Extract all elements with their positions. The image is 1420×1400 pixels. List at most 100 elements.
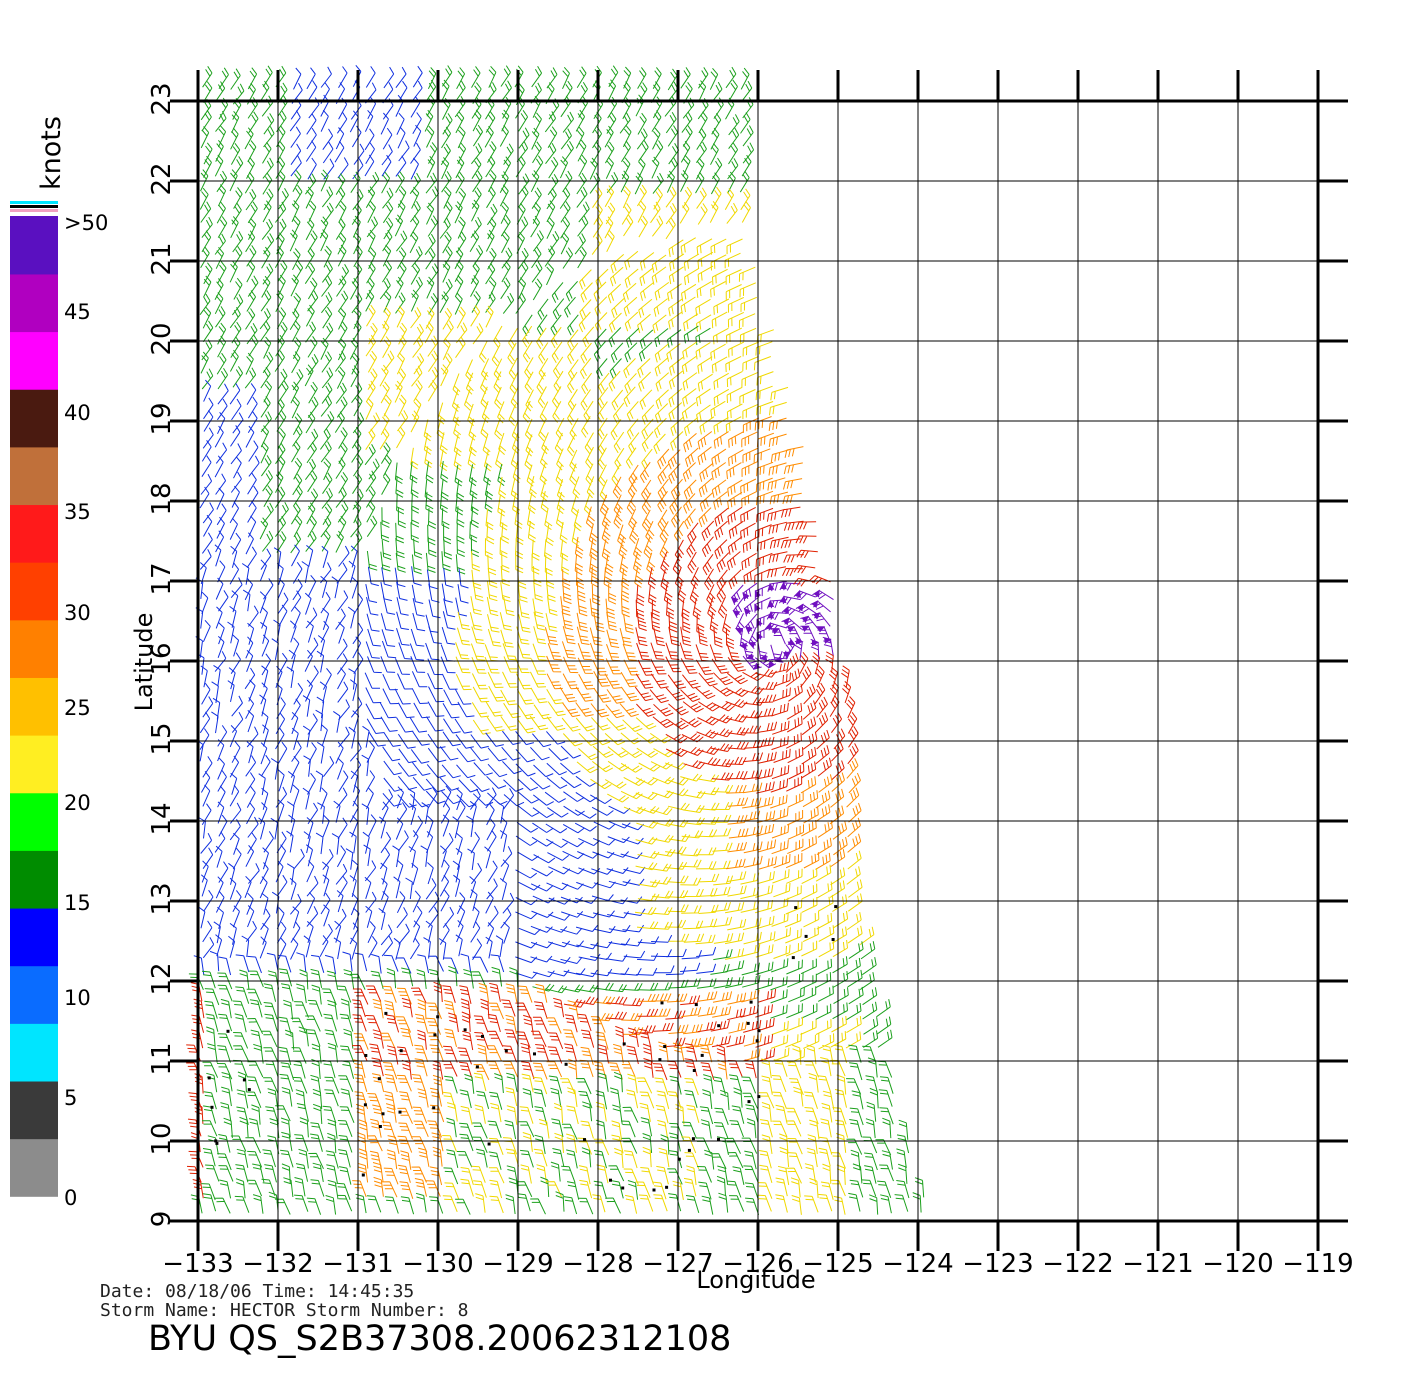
wind-barb bbox=[396, 611, 409, 630]
wind-barb bbox=[623, 66, 632, 89]
wind-barb bbox=[697, 918, 718, 929]
wind-barb bbox=[728, 114, 740, 136]
wind-barb bbox=[485, 732, 504, 747]
wind-barb bbox=[439, 491, 448, 513]
wind-barb bbox=[681, 746, 704, 756]
wind-barb bbox=[822, 636, 834, 657]
wind-barb bbox=[355, 1103, 367, 1124]
wind-barb bbox=[817, 820, 833, 838]
wind-barb bbox=[822, 1163, 832, 1184]
wind-barb bbox=[487, 614, 500, 633]
wind-barb bbox=[229, 562, 240, 585]
wind-barb bbox=[657, 478, 669, 500]
wind-barb bbox=[367, 350, 378, 373]
wind-barb bbox=[622, 643, 637, 661]
wind-barb bbox=[593, 281, 607, 302]
wind-barb bbox=[245, 920, 257, 943]
wind-barb bbox=[591, 584, 601, 606]
wind-barb bbox=[260, 441, 269, 464]
wind-barb bbox=[590, 952, 612, 960]
wind-barb bbox=[350, 757, 362, 780]
wind-barb bbox=[325, 1150, 339, 1169]
wind-barb bbox=[395, 957, 412, 974]
wind-barb bbox=[461, 1011, 471, 1032]
wind-barb bbox=[487, 671, 504, 688]
wind-barb bbox=[441, 626, 456, 645]
wind-barb bbox=[397, 830, 409, 852]
wind-barb bbox=[260, 548, 272, 570]
wind-barb bbox=[793, 565, 816, 574]
wind-barb bbox=[725, 698, 748, 708]
wind-barb bbox=[831, 741, 844, 762]
wind-barb bbox=[635, 627, 648, 647]
wind-barb bbox=[548, 866, 571, 875]
wind-barb bbox=[289, 110, 301, 132]
wind-barb bbox=[426, 202, 435, 225]
wind-barb bbox=[262, 200, 272, 223]
wind-barb bbox=[683, 760, 706, 770]
wind-barb bbox=[410, 262, 421, 285]
wind-barb bbox=[665, 642, 680, 660]
wind-barb bbox=[503, 921, 510, 944]
wind-barb bbox=[410, 656, 426, 673]
rain-flag-marker bbox=[658, 1058, 662, 1062]
wind-barb bbox=[306, 67, 316, 90]
wind-barb bbox=[306, 906, 319, 927]
wind-barb bbox=[756, 871, 775, 885]
wind-barb bbox=[357, 1132, 367, 1153]
wind-barb bbox=[396, 230, 408, 252]
wind-barb bbox=[202, 920, 213, 943]
wind-barb bbox=[470, 305, 481, 327]
wind-barb bbox=[649, 876, 672, 885]
wind-barb bbox=[773, 927, 791, 942]
wind-barb bbox=[277, 170, 286, 193]
rain-flag-marker bbox=[609, 1178, 612, 1182]
wind-barb bbox=[627, 1180, 639, 1200]
wind-barb bbox=[231, 741, 241, 763]
wind-barb bbox=[533, 704, 552, 720]
wind-barb bbox=[425, 790, 446, 805]
wind-barb bbox=[202, 756, 213, 778]
wind-barb bbox=[292, 562, 303, 584]
wind-barb bbox=[711, 462, 726, 481]
wind-barb bbox=[531, 867, 554, 877]
wind-barb bbox=[636, 128, 648, 150]
wind-barb bbox=[245, 425, 255, 448]
wind-barb bbox=[441, 859, 450, 882]
wind-barb bbox=[740, 506, 756, 524]
wind-barb bbox=[322, 923, 333, 946]
wind-barb bbox=[411, 365, 423, 387]
wind-barb bbox=[713, 372, 729, 390]
wind-barb bbox=[229, 725, 238, 748]
wind-barb bbox=[567, 314, 579, 336]
wind-barb bbox=[696, 829, 718, 838]
wind-barb bbox=[683, 933, 705, 943]
rain-flag-marker bbox=[463, 1028, 467, 1032]
wind-barb bbox=[801, 819, 817, 837]
wind-barb bbox=[218, 1134, 231, 1153]
wind-barb bbox=[613, 1071, 623, 1093]
wind-barb bbox=[802, 731, 818, 750]
colorbar-segment bbox=[10, 1138, 58, 1197]
wind-barb bbox=[801, 835, 817, 852]
wind-barb bbox=[655, 372, 670, 392]
wind-barb bbox=[399, 1091, 413, 1110]
wind-barb bbox=[726, 687, 749, 697]
wind-barb bbox=[653, 748, 676, 758]
wind-barb bbox=[576, 761, 598, 774]
wind-barb bbox=[499, 125, 509, 147]
wind-barb bbox=[241, 563, 250, 585]
wind-barb bbox=[417, 1088, 429, 1108]
wind-barb bbox=[417, 954, 430, 974]
wind-barb bbox=[277, 844, 287, 867]
wind-barb bbox=[552, 298, 565, 320]
wind-barb bbox=[842, 681, 852, 704]
wind-barb bbox=[320, 395, 333, 417]
wind-barb bbox=[232, 366, 244, 388]
wind-barb bbox=[623, 214, 634, 237]
wind-barb bbox=[239, 969, 250, 990]
wind-barb bbox=[652, 127, 661, 150]
wind-barb bbox=[651, 921, 673, 930]
wind-barb bbox=[740, 67, 750, 90]
wind-barb bbox=[668, 626, 680, 646]
